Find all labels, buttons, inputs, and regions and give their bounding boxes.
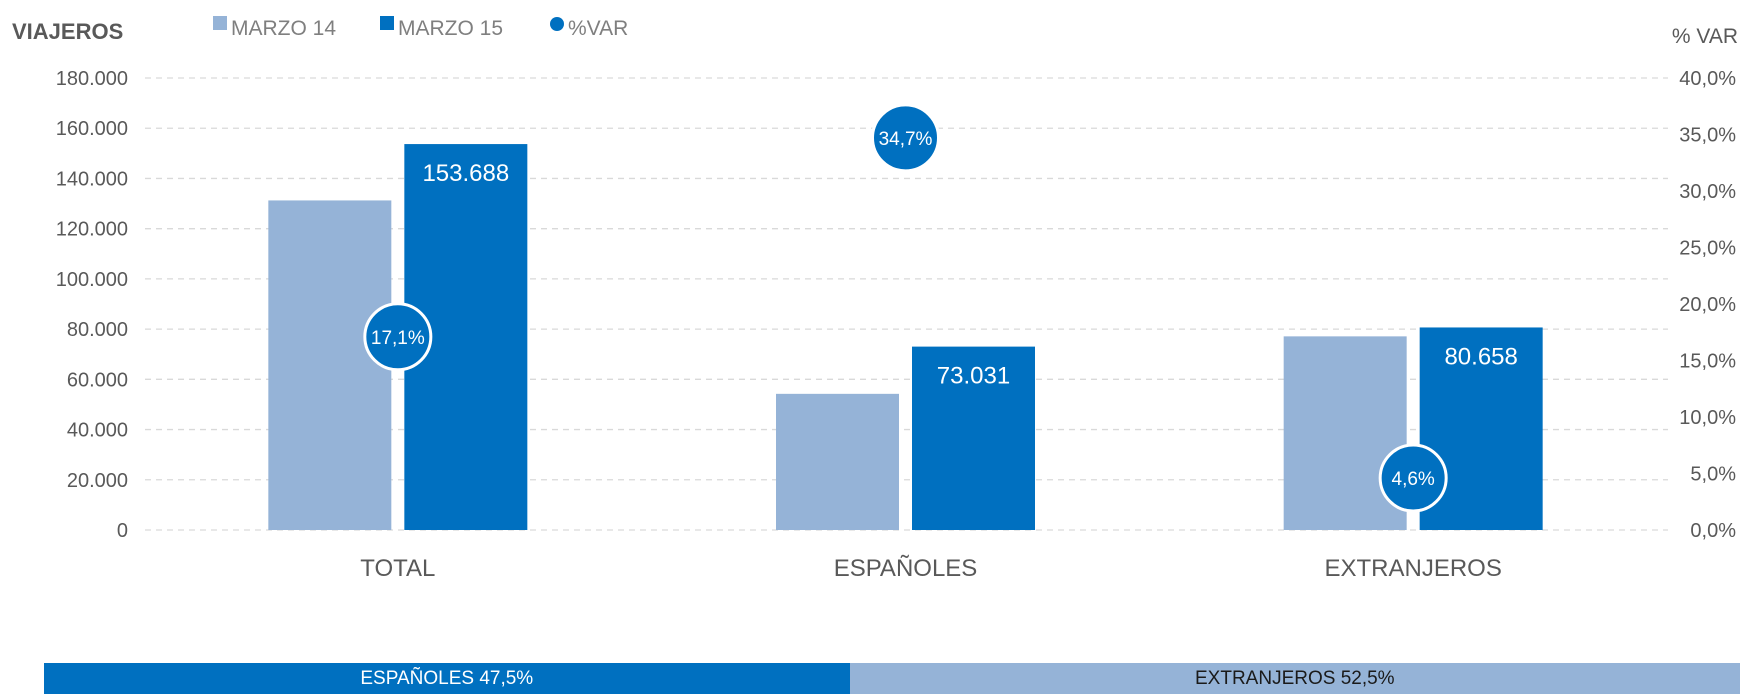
var-marker	[1378, 443, 1448, 513]
y-tick-label: 120.000	[56, 219, 128, 241]
var-marker-label: 34,7%	[879, 129, 933, 150]
var-markers: 17,1% 34,7% 4,6%	[363, 103, 1448, 513]
var-marker-label: 4,6%	[1392, 469, 1435, 490]
x-tick-label: EXTRANJEROS	[1324, 555, 1501, 582]
y2-tick-label: 30,0%	[1679, 181, 1736, 203]
bar-chart: VIAJEROS % VAR MARZO 14 MARZO 15 %VAR 0 20.…	[12, 16, 1738, 582]
legend-label: MARZO 15	[398, 17, 503, 40]
y-tick-label: 0	[117, 520, 128, 542]
bar-marzo-14-1	[776, 393, 899, 530]
legend: MARZO 14 MARZO 15 %VAR	[213, 16, 628, 40]
share-bar: ESPAÑOLES 47,5% EXTRANJEROS 52,5%	[44, 663, 1740, 694]
bar-marzo-14-0	[268, 200, 392, 530]
y-tick-label: 140.000	[56, 168, 128, 190]
bar-value-label: 73.031	[937, 363, 1010, 390]
y2-tick-label: 20,0%	[1679, 294, 1736, 316]
legend-swatch	[213, 16, 227, 30]
y-tick-label: 20.000	[67, 470, 128, 492]
y-tick-label: 160.000	[56, 118, 128, 140]
bar-marzo-15-1	[912, 346, 1035, 530]
x-tick-label: TOTAL	[360, 555, 435, 582]
var-marker	[363, 302, 433, 372]
y-tick-label: 60.000	[67, 369, 128, 391]
y-tick-label: 100.000	[56, 269, 128, 291]
legend-label: %VAR	[568, 17, 628, 40]
secondary-y-axis-tick-labels: 0,0% 5,0% 10,0% 15,0% 20,0% 25,0% 30,0% 35,0% 40…	[1679, 68, 1736, 542]
var-marker-label: 17,1%	[371, 328, 425, 349]
y-tick-label: 80.000	[67, 319, 128, 341]
share-segment-espanoles: ESPAÑOLES 47,5%	[44, 663, 850, 694]
y2-tick-label: 35,0%	[1679, 125, 1736, 147]
bar-value-label: 80.658	[1444, 343, 1517, 370]
y-tick-label: 40.000	[67, 420, 128, 442]
y2-tick-label: 0,0%	[1690, 520, 1736, 542]
legend-swatch	[380, 16, 394, 30]
y2-tick-label: 25,0%	[1679, 238, 1736, 260]
y2-tick-label: 40,0%	[1679, 68, 1736, 90]
var-marker	[871, 103, 940, 173]
y2-tick-label: 5,0%	[1690, 464, 1736, 486]
legend-label: MARZO 14	[231, 17, 336, 40]
y-axis-title: VIAJEROS	[12, 19, 123, 44]
secondary-y-axis-title: % VAR	[1672, 25, 1738, 48]
y2-tick-label: 15,0%	[1679, 351, 1736, 373]
share-segment-extranjeros: EXTRANJEROS 52,5%	[849, 663, 1740, 694]
y2-tick-label: 10,0%	[1679, 407, 1736, 429]
x-tick-label: ESPAÑOLES	[834, 555, 978, 582]
y-axis-tick-labels: 0 20.000 40.000 60.000 80.000 100.000 120.000 1…	[56, 68, 128, 542]
y-tick-label: 180.000	[56, 68, 128, 90]
x-axis-tick-labels: TOTAL ESPAÑOLES EXTRANJEROS	[360, 555, 1502, 582]
bar-value-label: 153.688	[422, 160, 509, 187]
legend-swatch-circle	[550, 17, 564, 31]
bars: 153.688 73.031 80.658	[268, 144, 1543, 530]
